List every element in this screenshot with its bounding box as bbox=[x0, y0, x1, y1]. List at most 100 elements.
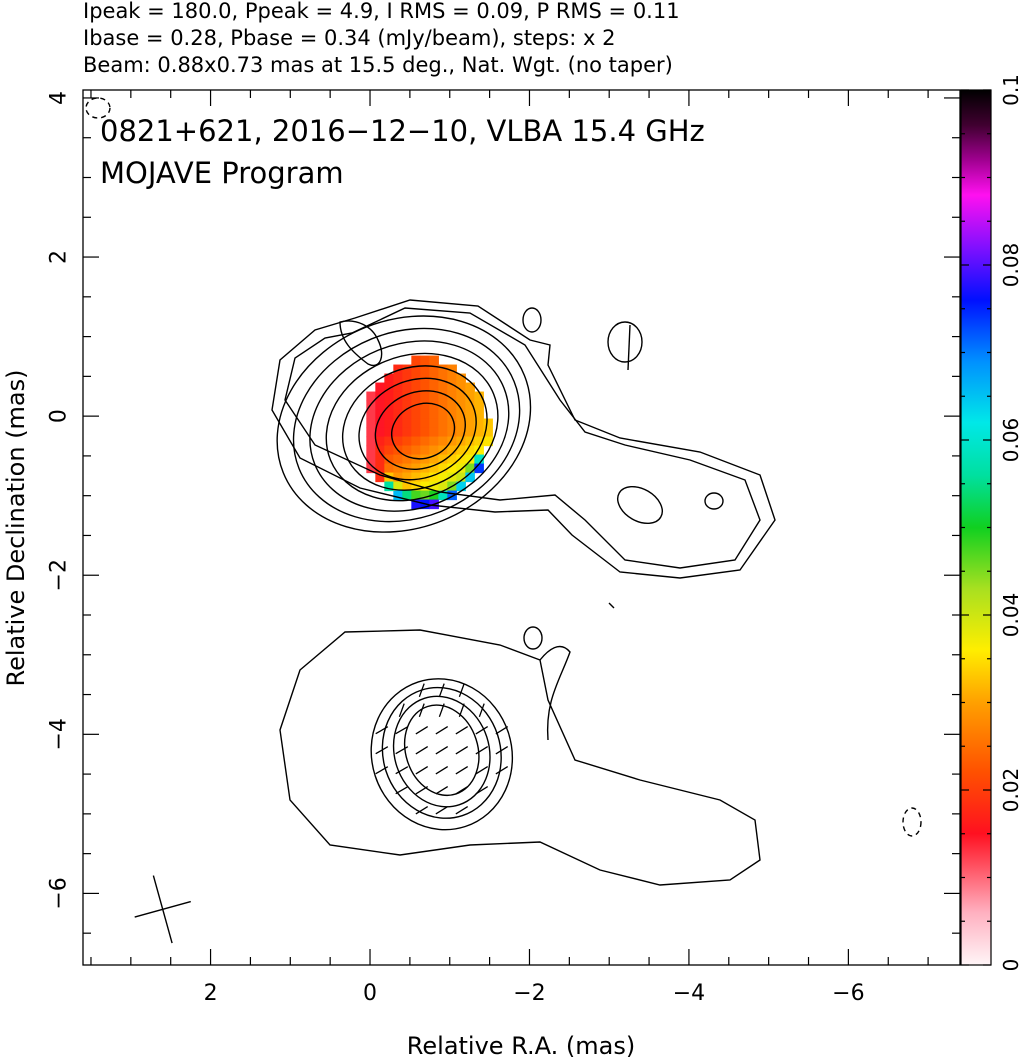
evpa-tick bbox=[415, 745, 429, 755]
polarization-pixel bbox=[474, 409, 484, 420]
plot-frame bbox=[82, 89, 961, 966]
polarization-pixel bbox=[384, 409, 394, 420]
evpa-tick bbox=[375, 766, 389, 775]
polarization-pixel bbox=[402, 382, 412, 393]
colorbar bbox=[960, 89, 992, 966]
polarization-pixel bbox=[384, 481, 394, 492]
polarization-pixel bbox=[465, 454, 475, 465]
polarization-pixel bbox=[393, 382, 403, 393]
southern-contour bbox=[370, 678, 514, 831]
x-tick-label: −6 bbox=[832, 981, 864, 1006]
core-contour bbox=[358, 377, 477, 481]
polarization-pixel bbox=[411, 409, 421, 420]
polarization-pixel bbox=[384, 391, 394, 402]
polarization-pixel bbox=[411, 499, 421, 510]
polarization-pixel bbox=[375, 382, 385, 393]
polarization-pixel bbox=[447, 409, 457, 420]
polarization-pixel bbox=[456, 400, 466, 411]
polarization-pixel bbox=[429, 355, 439, 366]
colorbar-ticks bbox=[961, 89, 991, 966]
polarization-pixel bbox=[384, 418, 394, 429]
evpa-tick bbox=[458, 703, 465, 718]
polarization-pixel bbox=[420, 490, 430, 501]
polarization-pixel bbox=[393, 463, 403, 474]
polarization-pixel bbox=[438, 490, 448, 501]
isolated-contour bbox=[523, 626, 543, 650]
polarization-pixel bbox=[366, 445, 376, 456]
polarization-pixel bbox=[456, 481, 466, 492]
polarization-pixel bbox=[393, 436, 403, 447]
polarization-pixel bbox=[438, 364, 448, 375]
polarization-pixel bbox=[438, 373, 448, 384]
jet-contour-outer bbox=[271, 299, 776, 579]
evpa-tick bbox=[395, 766, 409, 775]
polarization-pixel bbox=[420, 364, 430, 375]
polarization-pixel bbox=[429, 481, 439, 492]
polarization-pixel bbox=[384, 436, 394, 447]
evpa-tick bbox=[415, 805, 429, 815]
evpa-tick bbox=[415, 785, 429, 795]
x-tick-label: −2 bbox=[513, 981, 545, 1006]
polarization-pixel bbox=[402, 436, 412, 447]
polarization-pixel bbox=[420, 436, 430, 447]
polarization-pixel bbox=[393, 490, 403, 501]
polarization-pixel bbox=[420, 400, 430, 411]
polarization-vectors bbox=[375, 683, 509, 815]
polarization-pixel bbox=[420, 445, 430, 456]
southern-bridge-contour bbox=[539, 645, 571, 741]
evpa-tick bbox=[495, 725, 509, 735]
evpa-tick bbox=[375, 746, 389, 755]
polarization-pixel bbox=[402, 427, 412, 438]
evpa-tick bbox=[435, 765, 449, 775]
evpa-tick bbox=[495, 765, 509, 775]
jet-knot-contour bbox=[704, 492, 724, 510]
evpa-tick bbox=[455, 765, 469, 775]
colorbar-tick-label: 0 bbox=[999, 959, 1021, 972]
core-contour bbox=[341, 365, 488, 491]
polarization-pixel bbox=[429, 382, 439, 393]
polarization-pixel bbox=[411, 391, 421, 402]
polarization-pixel bbox=[429, 427, 439, 438]
evpa-tick bbox=[475, 725, 489, 735]
polarization-pixel bbox=[375, 445, 385, 456]
polarization-pixel bbox=[402, 418, 412, 429]
polarization-pixel bbox=[438, 382, 448, 393]
polarization-pixel bbox=[393, 400, 403, 411]
evpa-tick bbox=[375, 726, 389, 735]
polarization-pixel bbox=[447, 472, 457, 483]
evpa-tick bbox=[455, 785, 469, 795]
evpa-tick bbox=[415, 765, 429, 775]
polarization-pixel bbox=[366, 436, 376, 447]
isolated-contour bbox=[607, 321, 643, 363]
southern-outer-contour bbox=[279, 629, 761, 886]
x-tick-label: −4 bbox=[673, 981, 705, 1006]
polarization-pixel bbox=[411, 364, 421, 375]
polarization-pixel bbox=[366, 418, 376, 429]
polarization-pixel bbox=[474, 391, 484, 402]
polarization-pixel bbox=[447, 382, 457, 393]
evpa-tick bbox=[475, 745, 489, 755]
polarization-pixel bbox=[402, 373, 412, 384]
evpa-tick bbox=[438, 683, 445, 698]
polarization-pixel bbox=[375, 391, 385, 402]
polarization-pixel bbox=[411, 382, 421, 393]
polarization-pixel bbox=[375, 472, 385, 483]
polarization-pixel bbox=[375, 436, 385, 447]
polarization-pixel bbox=[384, 373, 394, 384]
polarization-pixel bbox=[375, 400, 385, 411]
evpa-tick bbox=[435, 745, 449, 755]
evpa-tick bbox=[435, 785, 449, 795]
evpa-tick bbox=[455, 745, 469, 755]
polarization-pixel bbox=[438, 472, 448, 483]
evpa-tick bbox=[495, 745, 509, 755]
core-contour bbox=[309, 340, 510, 512]
polarization-pixel bbox=[465, 445, 475, 456]
polarization-pixel bbox=[474, 418, 484, 429]
polarization-pixel bbox=[393, 472, 403, 483]
polarization-pixel bbox=[402, 364, 412, 375]
polarization-pixel bbox=[393, 373, 403, 384]
header-line-3: Beam: 0.88x0.73 mas at 15.5 deg., Nat. W… bbox=[83, 53, 673, 77]
evpa-tick bbox=[418, 683, 425, 698]
polarization-pixel bbox=[429, 436, 439, 447]
polarization-pixel bbox=[375, 454, 385, 465]
